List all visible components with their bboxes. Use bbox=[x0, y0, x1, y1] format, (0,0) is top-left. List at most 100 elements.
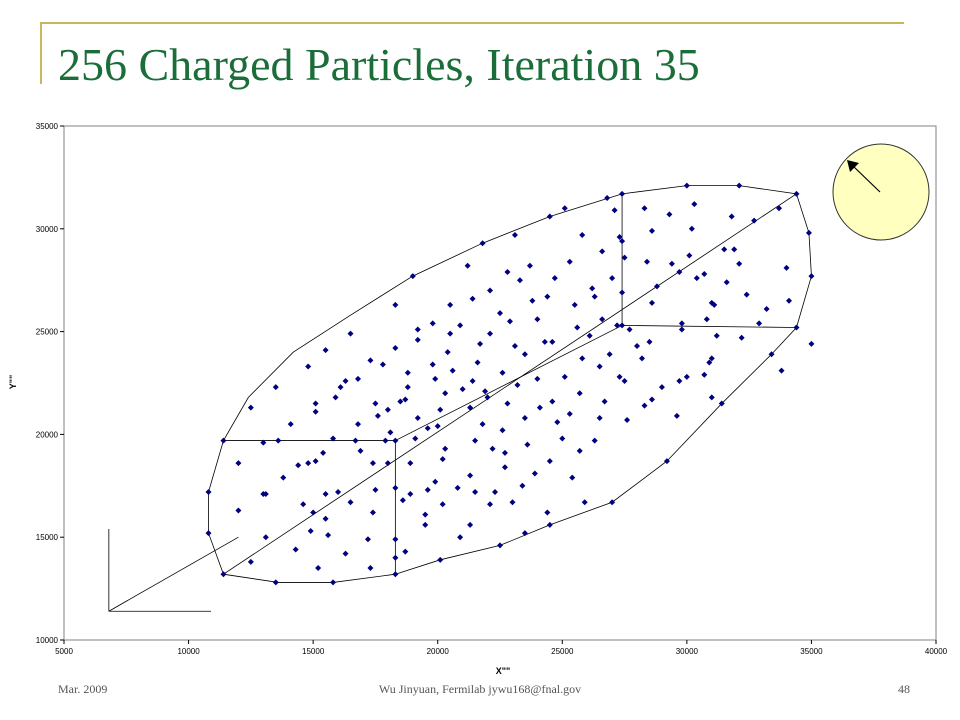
y-tick-label: 10000 bbox=[36, 636, 59, 645]
data-point bbox=[808, 340, 815, 347]
data-point bbox=[683, 182, 690, 189]
data-point bbox=[392, 571, 399, 578]
data-point bbox=[310, 509, 317, 516]
data-point bbox=[482, 388, 489, 395]
data-point bbox=[723, 279, 730, 286]
data-point bbox=[751, 217, 758, 224]
plot-border bbox=[63, 125, 937, 641]
data-point bbox=[703, 316, 710, 323]
data-point bbox=[437, 556, 444, 563]
hull-outline bbox=[208, 185, 812, 583]
data-point bbox=[372, 486, 379, 493]
region-segment bbox=[622, 325, 797, 328]
data-point bbox=[384, 406, 391, 413]
data-point bbox=[235, 507, 242, 514]
data-point bbox=[352, 437, 359, 444]
inset-arrow-shaft bbox=[851, 164, 881, 193]
data-point bbox=[287, 421, 294, 428]
data-point bbox=[392, 345, 399, 352]
data-point bbox=[648, 299, 655, 306]
data-point bbox=[295, 462, 302, 469]
data-point bbox=[354, 421, 361, 428]
data-point bbox=[320, 449, 327, 456]
data-point bbox=[434, 423, 441, 430]
data-point bbox=[305, 363, 312, 370]
data-point bbox=[604, 194, 611, 201]
data-point bbox=[399, 497, 406, 504]
data-point bbox=[487, 330, 494, 337]
data-point bbox=[412, 435, 419, 442]
data-point bbox=[619, 322, 626, 329]
data-point bbox=[589, 285, 596, 292]
data-point bbox=[447, 330, 454, 337]
data-point bbox=[653, 283, 660, 290]
data-point bbox=[576, 390, 583, 397]
data-point bbox=[768, 351, 775, 358]
data-point bbox=[484, 394, 491, 401]
data-point bbox=[469, 295, 476, 302]
data-point bbox=[793, 324, 800, 331]
data-point bbox=[404, 384, 411, 391]
data-point bbox=[731, 246, 738, 253]
data-point bbox=[529, 297, 536, 304]
data-point bbox=[541, 338, 548, 345]
data-point bbox=[596, 414, 603, 421]
x-tick-label: 30000 bbox=[676, 647, 699, 656]
data-point bbox=[601, 398, 608, 405]
footer-author: Wu Jinyuan, Fermilab jywu168@fnal.gov bbox=[378, 682, 582, 696]
data-point bbox=[511, 231, 518, 238]
data-point bbox=[407, 460, 414, 467]
data-point bbox=[536, 404, 543, 411]
data-point bbox=[489, 445, 496, 452]
inset-arrow-head bbox=[847, 160, 859, 172]
data-point bbox=[457, 322, 464, 329]
data-point bbox=[616, 373, 623, 380]
data-point bbox=[524, 441, 531, 448]
data-point bbox=[668, 260, 675, 267]
data-point bbox=[459, 386, 466, 393]
data-point bbox=[571, 301, 578, 308]
x-tick-label: 25000 bbox=[551, 647, 574, 656]
data-point bbox=[521, 351, 528, 358]
data-point bbox=[546, 521, 553, 528]
x-tick-label: 20000 bbox=[427, 647, 450, 656]
data-point bbox=[367, 357, 374, 364]
data-point bbox=[312, 458, 319, 465]
data-point bbox=[683, 373, 690, 380]
data-point bbox=[312, 408, 319, 415]
data-point bbox=[347, 499, 354, 506]
data-point bbox=[372, 400, 379, 407]
data-point bbox=[472, 488, 479, 495]
data-point bbox=[220, 437, 227, 444]
data-point bbox=[808, 273, 815, 280]
data-point bbox=[247, 558, 254, 565]
x-tick-label: 40000 bbox=[925, 647, 948, 656]
data-point bbox=[392, 554, 399, 561]
data-point bbox=[561, 373, 568, 380]
data-point bbox=[337, 384, 344, 391]
data-point bbox=[220, 571, 227, 578]
axis-ticks: 5000 10000 15000 20000 25000 30000 35000 40000 1… bbox=[36, 122, 948, 656]
data-point bbox=[379, 361, 386, 368]
data-point bbox=[609, 499, 616, 506]
slide-title: 256 Charged Particles, Iteration 35 bbox=[58, 39, 700, 90]
data-point bbox=[300, 501, 307, 508]
region-outline bbox=[108, 185, 812, 612]
data-point bbox=[639, 355, 646, 362]
data-point bbox=[369, 460, 376, 467]
footer-page-number: 48 bbox=[898, 682, 910, 696]
data-point bbox=[678, 320, 685, 327]
data-point bbox=[205, 530, 212, 537]
data-point bbox=[544, 293, 551, 300]
y-tick-label: 15000 bbox=[36, 533, 59, 542]
data-point bbox=[332, 394, 339, 401]
data-point bbox=[641, 402, 648, 409]
data-point bbox=[691, 201, 698, 208]
data-point bbox=[487, 287, 494, 294]
data-point bbox=[688, 225, 695, 232]
data-point bbox=[743, 291, 750, 298]
data-point bbox=[611, 207, 618, 214]
data-point bbox=[272, 384, 279, 391]
data-point bbox=[778, 367, 785, 374]
data-point bbox=[439, 456, 446, 463]
